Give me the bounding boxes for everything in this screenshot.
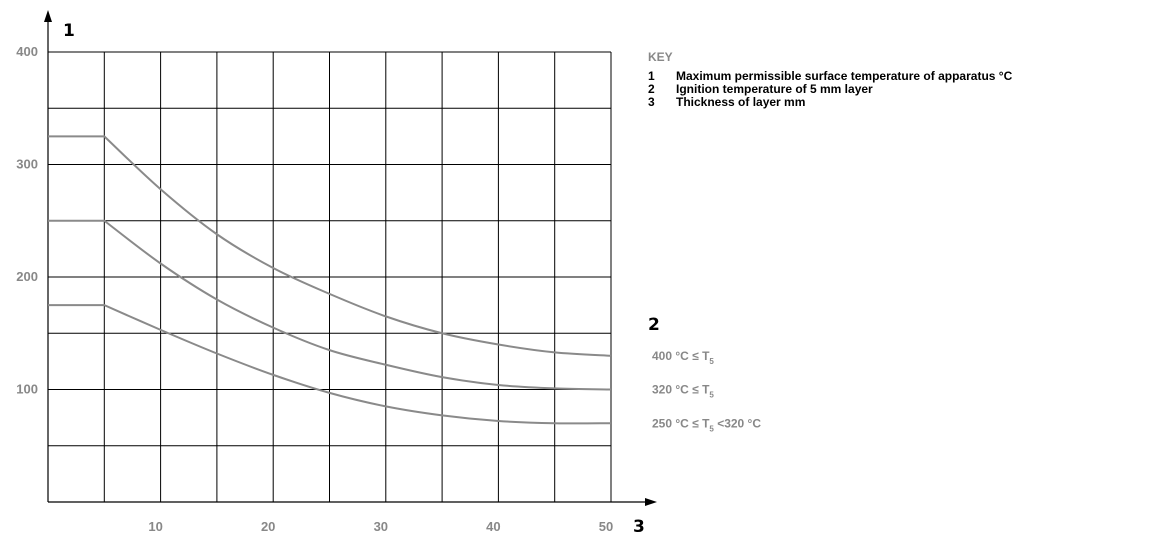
series-label: 320 °C ≤ T5 <box>652 383 714 400</box>
key-title: KEY <box>648 50 673 64</box>
x-axis-arrow-icon <box>645 498 657 506</box>
x-axis-id-label: 3 <box>633 517 645 535</box>
key-legend: KEY 1 Maximum permissible surface tempera… <box>648 50 1012 109</box>
chart-series-labels: 400 °C ≤ T5 320 °C ≤ T5 250 °C ≤ T5 <320 °… <box>652 349 761 434</box>
chart-tick-labels: 100 200 300 400 10 20 30 40 50 <box>16 44 613 534</box>
key-item-3: 3 Thickness of layer mm <box>648 96 1012 109</box>
series-line <box>48 219 612 391</box>
y-tick-label: 100 <box>16 382 38 397</box>
x-tick-label: 50 <box>599 519 613 534</box>
y-tick-label: 200 <box>16 269 38 284</box>
key-item-text: Ignition temperature of 5 mm layer <box>676 82 873 96</box>
x-tick-label: 10 <box>148 519 162 534</box>
y-axis-arrow-icon <box>44 10 52 22</box>
y-axis-id-label: 1 <box>63 21 75 41</box>
y-tick-label: 300 <box>16 157 38 172</box>
chart-axes <box>44 10 657 506</box>
series-line <box>48 304 612 425</box>
key-item-text: Maximum permissible surface temperature … <box>676 69 1013 83</box>
series-line <box>48 135 612 357</box>
series-label: 400 °C ≤ T5 <box>652 349 714 366</box>
chart-series <box>48 135 612 425</box>
chart-grid <box>48 51 612 502</box>
y-tick-label: 400 <box>16 44 38 59</box>
x-tick-label: 40 <box>486 519 500 534</box>
key-item-2: 2 Ignition temperature of 5 mm layer <box>648 83 1012 96</box>
key-item-number: 2 <box>648 82 655 96</box>
series-label: 250 °C ≤ T5 <320 °C <box>652 416 761 433</box>
key-item-1: 1 Maximum permissible surface temperature… <box>648 70 1012 83</box>
key-item-text: Thickness of layer mm <box>676 95 806 109</box>
x-tick-label: 30 <box>374 519 388 534</box>
key-item-number: 3 <box>648 95 655 109</box>
key-item-number: 1 <box>648 69 655 83</box>
legend-id-label: 2 <box>648 315 660 335</box>
x-tick-label: 20 <box>261 519 275 534</box>
